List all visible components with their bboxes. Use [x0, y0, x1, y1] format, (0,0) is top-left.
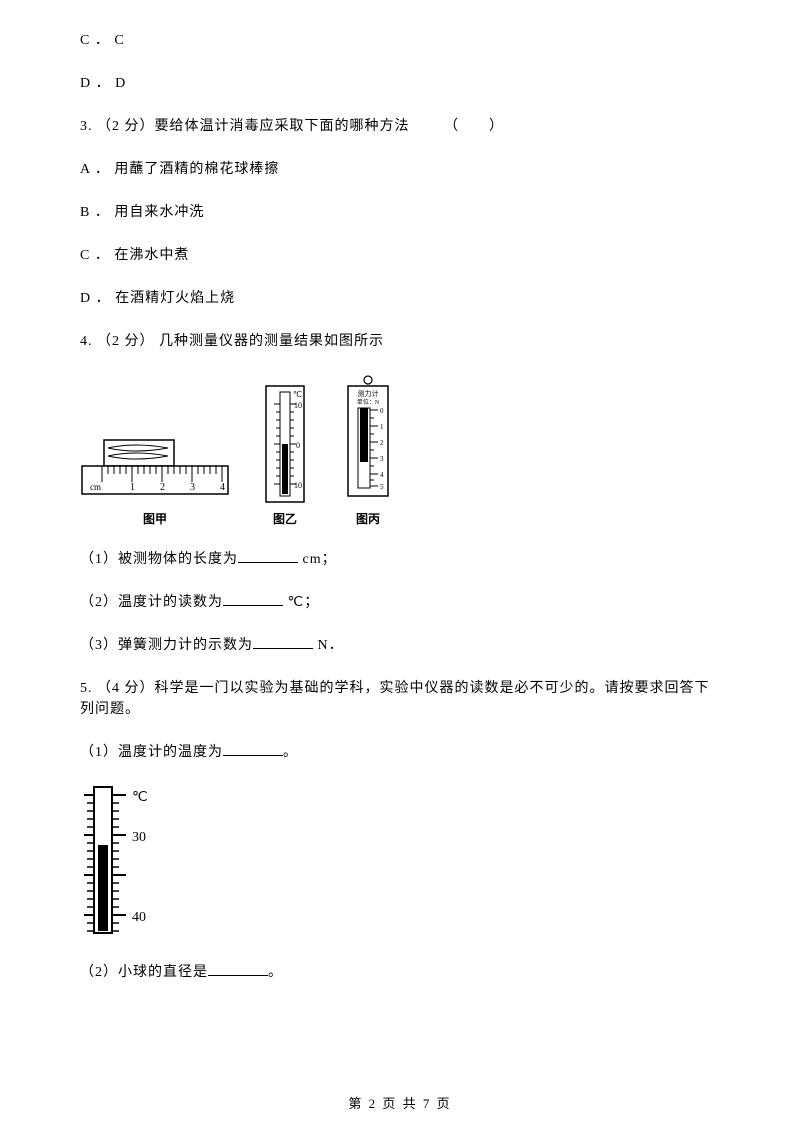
q5-sub2-pre: （2）小球的直径是 — [80, 965, 208, 980]
blank-diameter[interactable] — [208, 962, 268, 976]
q4-sub3-pre: （3）弹簧测力计的示数为 — [80, 638, 253, 653]
svg-text:测力计: 测力计 — [358, 389, 379, 398]
q4-sub1: （1）被测物体的长度为 cm； — [80, 549, 720, 570]
svg-text:4: 4 — [220, 482, 225, 493]
thermometer-figure-q5: ℃ 30 40 — [80, 785, 170, 935]
q4-sub3: （3）弹簧测力计的示数为 N． — [80, 635, 720, 656]
q4-sub2-unit: ℃； — [283, 595, 319, 610]
q3-option-c: C ． 在沸水中煮 — [80, 245, 720, 266]
q4-sub2: （2）温度计的读数为 ℃； — [80, 592, 720, 613]
fig-label-c: 图丙 — [356, 510, 380, 527]
q5-sub1-suf: 。 — [283, 745, 298, 760]
fig-label-a: 图甲 — [143, 510, 167, 527]
q4-sub3-unit: N． — [313, 638, 344, 653]
q5-sub2-suf: 。 — [268, 965, 283, 980]
dynamometer-figure: 测力计 单位：N 0 1 2 3 4 5 — [340, 374, 396, 504]
svg-text:3: 3 — [190, 482, 195, 493]
thermometer-figure-b: ℃ 10 0 10 — [260, 384, 310, 504]
svg-text:1: 1 — [130, 482, 135, 493]
q3-option-d: D ． 在酒精灯火焰上烧 — [80, 288, 720, 309]
blank-temp[interactable] — [223, 592, 283, 606]
svg-text:4: 4 — [380, 471, 384, 479]
q4-sub1-unit: cm； — [298, 552, 337, 567]
q5-sub2: （2）小球的直径是 。 — [80, 962, 720, 983]
svg-text:2: 2 — [380, 439, 384, 447]
q4-stem: 4. （2 分） 几种测量仪器的测量结果如图所示 — [80, 331, 720, 352]
svg-text:cm: cm — [90, 482, 101, 492]
option-d: D ． D — [80, 73, 720, 94]
blank-temp-2[interactable] — [223, 742, 283, 756]
svg-text:2: 2 — [160, 482, 165, 493]
svg-text:0: 0 — [296, 441, 300, 450]
q5-stem: 5. （4 分）科学是一门以实验为基础的学科，实验中仪器的读数是必不可少的。请按… — [80, 678, 720, 720]
q4-sub2-pre: （2）温度计的读数为 — [80, 595, 223, 610]
svg-text:5: 5 — [380, 483, 384, 491]
svg-text:单位：N: 单位：N — [357, 398, 380, 406]
blank-force[interactable] — [253, 635, 313, 649]
ruler-figure: cm 1 2 3 4 — [80, 434, 230, 504]
svg-text:40: 40 — [132, 910, 146, 925]
option-c: C ． C — [80, 30, 720, 51]
svg-text:0: 0 — [380, 407, 384, 415]
svg-text:1: 1 — [380, 423, 384, 431]
q5-sub1: （1）温度计的温度为 。 — [80, 742, 720, 763]
blank-length[interactable] — [238, 549, 298, 563]
q5-sub1-pre: （1）温度计的温度为 — [80, 745, 223, 760]
svg-text:℃: ℃ — [293, 390, 302, 399]
page-footer: 第 2 页 共 7 页 — [0, 1093, 800, 1112]
svg-text:10: 10 — [294, 481, 302, 490]
svg-text:℃: ℃ — [132, 790, 148, 805]
q3-stem: 3. （2 分）要给体温计消毒应采取下面的哪种方法 （ ） — [80, 116, 720, 137]
svg-text:10: 10 — [294, 401, 302, 410]
q4-figures: cm 1 2 3 4 图甲 ℃ 10 0 10 — [80, 374, 720, 527]
q4-sub1-pre: （1）被测物体的长度为 — [80, 552, 238, 567]
svg-text:30: 30 — [132, 830, 146, 845]
q3-option-a: A ． 用蘸了酒精的棉花球棒擦 — [80, 159, 720, 180]
svg-text:3: 3 — [380, 455, 384, 463]
fig-label-b: 图乙 — [273, 510, 297, 527]
q3-option-b: B ． 用自来水冲洗 — [80, 202, 720, 223]
